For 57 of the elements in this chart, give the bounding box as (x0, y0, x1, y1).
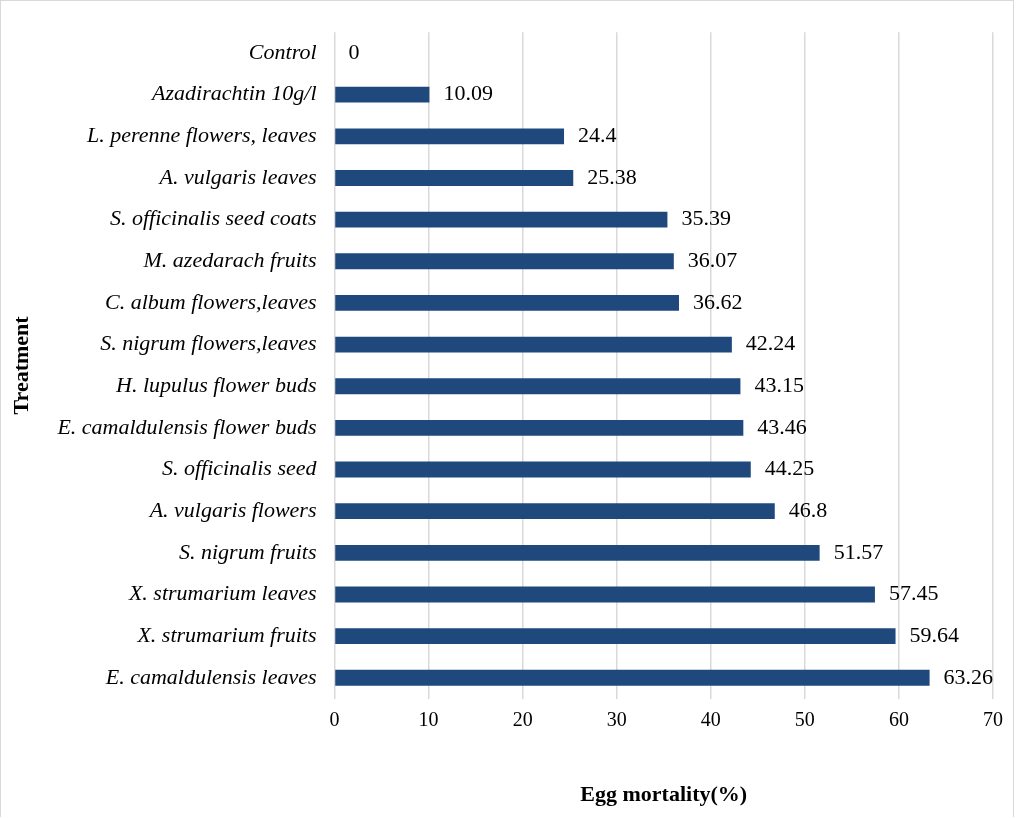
data-label: 25.38 (587, 163, 637, 189)
bar (335, 295, 679, 311)
y-tick-label: S. officinalis seed coats (109, 205, 317, 231)
y-tick-label: S. nigrum flowers,leaves (100, 330, 317, 356)
y-tick-label: X. strumarium fruits (136, 621, 317, 647)
bar (335, 461, 751, 478)
y-tick-label: H. lupulus flower buds (115, 372, 317, 398)
bar (335, 128, 565, 145)
y-tick-label: E. camaldulensis leaves (104, 663, 317, 689)
y-tick-label: A. vulgaris leaves (157, 163, 317, 189)
data-label: 43.15 (754, 372, 804, 398)
data-label: 42.24 (745, 330, 796, 356)
y-tick-label: X. strumarium leaves (127, 580, 317, 606)
x-tick-label: 70 (983, 707, 1003, 730)
bar (335, 170, 574, 186)
y-tick-label: S. officinalis seed (161, 455, 318, 481)
y-tick-label: E. camaldulensis flower buds (56, 413, 317, 439)
x-tick-label: 60 (888, 707, 909, 730)
y-axis-title: Treatment (7, 315, 33, 415)
data-label: 10.09 (443, 80, 493, 106)
data-label: 59.64 (909, 621, 960, 647)
data-label: 24.4 (578, 122, 617, 148)
x-tick-label: 30 (606, 707, 627, 730)
bar (335, 669, 930, 686)
data-label: 44.25 (764, 455, 815, 481)
bar (335, 586, 875, 603)
bar (335, 419, 744, 436)
y-tick-label: M. azedarach fruits (142, 247, 317, 273)
data-label: 63.26 (943, 663, 994, 689)
y-tick-label: Control (248, 38, 317, 64)
x-tick-label: 20 (512, 707, 533, 730)
data-label: 46.8 (788, 496, 828, 522)
bar (335, 378, 741, 395)
bar (335, 253, 674, 270)
y-tick-label: C. album flowers,leaves (105, 288, 317, 314)
bar (335, 544, 820, 561)
data-label: 51.57 (833, 538, 884, 564)
data-label: 36.62 (692, 288, 743, 314)
x-tick-label: 0 (329, 707, 340, 730)
data-label: 43.46 (757, 413, 807, 439)
data-label: 57.45 (888, 580, 939, 606)
x-tick-label: 50 (794, 707, 815, 730)
bar (335, 628, 896, 645)
data-label: 35.39 (681, 205, 731, 231)
bar (335, 336, 732, 353)
data-label: 0 (348, 38, 360, 64)
y-tick-label: L. perenne flowers, leaves (85, 122, 317, 148)
bar (335, 503, 775, 520)
x-axis-title: Egg mortality(%) (580, 781, 748, 807)
y-tick-label: Azadirachtin 10g/l (150, 80, 317, 106)
x-tick-label: 10 (418, 707, 439, 730)
bar (335, 86, 430, 103)
bar (335, 211, 668, 228)
data-label: 36.07 (687, 247, 738, 273)
x-tick-label: 40 (700, 707, 721, 730)
y-tick-label: A. vulgaris flowers (147, 496, 317, 522)
y-tick-label: S. nigrum fruits (178, 538, 317, 564)
